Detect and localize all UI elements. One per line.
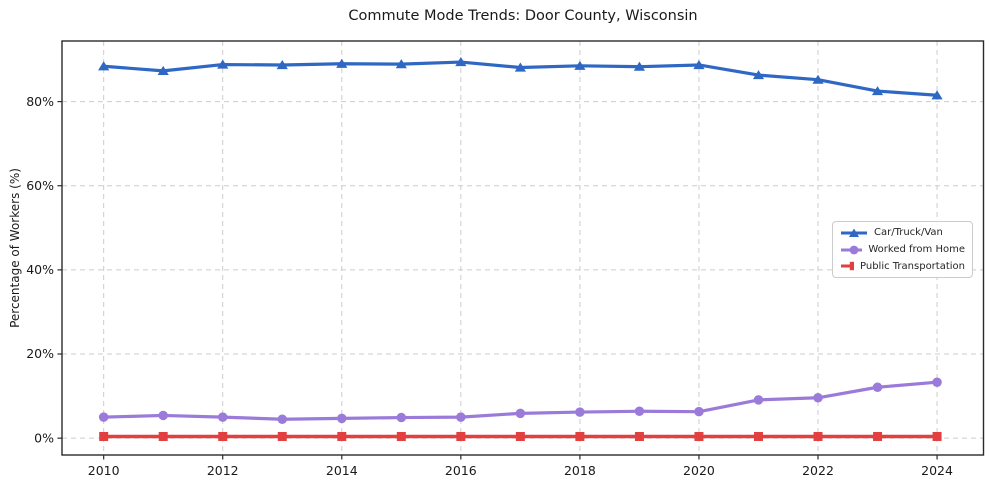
series-worked-from-home-point-marker (575, 407, 585, 417)
series-worked-from-home-point-marker (98, 412, 109, 422)
series-public-transportation-point-marker (99, 431, 109, 441)
series-car-truck-van-point-marker (693, 59, 705, 70)
series-worked-from-home-point-marker (277, 414, 288, 424)
legend-marker-triangle-icon (841, 228, 867, 237)
legend-item-car-truck-van: Car/Truck/Van (840, 226, 965, 240)
series-public-transportation-point-marker (456, 431, 466, 441)
legend-swatch-marker (849, 261, 855, 271)
x-tick-label: 2010 (88, 463, 120, 478)
series-car-truck-van-point-marker (217, 59, 229, 69)
series-public-transportation-point-marker (575, 431, 585, 441)
series-public-transportation-point-marker (396, 431, 406, 441)
x-tick-label: 2016 (445, 463, 477, 478)
legend-label: Car/Truck/Van (874, 227, 943, 239)
series-worked-from-home-point-marker (158, 410, 168, 421)
series-car-truck-van-point-marker (812, 74, 824, 84)
series-car-truck-van-point-marker (336, 58, 348, 68)
series-car-truck-van-point-marker (276, 59, 288, 70)
series-worked-from-home-point-marker (217, 412, 228, 422)
series-worked-from-home-point-marker (753, 395, 764, 405)
legend-swatch-marker (849, 228, 859, 237)
y-axis-label: Percentage of Workers (%) (8, 168, 22, 328)
x-tick-label: 2020 (683, 463, 715, 478)
legend-item-worked-from-home: Worked from Home (840, 243, 965, 257)
series-public-transportation-point-marker (634, 431, 644, 441)
series-worked-from-home-point-marker (515, 408, 526, 419)
legend-marker-square-icon (841, 261, 855, 271)
legend: Car/Truck/Van Worked from Home Public Tr… (832, 221, 973, 278)
series-public-transportation-point-marker (694, 431, 704, 441)
series-worked-from-home-point-marker (456, 412, 466, 422)
series-public-transportation-point-marker (337, 431, 347, 441)
series-public-transportation-point-marker (218, 431, 228, 441)
y-tick-label: 40% (26, 262, 54, 277)
legend-label: Worked from Home (868, 244, 965, 255)
x-tick-label: 2022 (802, 463, 834, 478)
series-public-transportation-point-marker (277, 431, 287, 441)
series-worked-from-home-point-marker (932, 377, 942, 387)
series-worked-from-home-point-marker (813, 393, 823, 403)
series-car-truck-van-point-marker (395, 59, 407, 69)
chart-title: Commute Mode Trends: Door County, Wiscon… (348, 8, 698, 24)
series-worked-from-home-point-marker (634, 406, 645, 416)
series-car-truck-van-point-marker (931, 90, 943, 100)
series-worked-from-home-point-marker (337, 413, 347, 424)
series-car-truck-van-point-marker (455, 57, 467, 67)
x-tick-label: 2024 (921, 463, 953, 478)
series-car-truck-van-point-marker (633, 61, 646, 71)
legend-label: Public Transportation (860, 260, 965, 272)
series-public-transportation-point-marker (873, 431, 883, 441)
series-car-truck-van-point-marker (514, 62, 526, 72)
series-public-transportation-point-marker (515, 431, 525, 441)
plot-frame (61, 40, 985, 456)
series-public-transportation-point-marker (158, 431, 168, 441)
series-public-transportation-point-marker (813, 431, 823, 441)
y-tick-label: 0% (34, 430, 54, 445)
legend-marker-circle-icon (841, 245, 863, 254)
legend-swatch-marker (849, 245, 859, 254)
series-car-truck-van-point-marker (98, 61, 110, 71)
y-tick-label: 80% (26, 94, 54, 109)
x-tick-label: 2014 (326, 463, 358, 478)
series-car-truck-van-point-marker (871, 86, 884, 96)
y-tick-label: 20% (26, 346, 54, 361)
x-tick-label: 2018 (564, 463, 596, 478)
series-car-truck-van-point-marker (574, 60, 586, 70)
y-tick-label: 60% (26, 178, 54, 193)
series-public-transportation-point-marker (932, 431, 942, 441)
x-tick-label: 2012 (207, 463, 239, 478)
series-worked-from-home-point-marker (694, 406, 704, 417)
series-car-truck-van-point-marker (157, 65, 169, 75)
series-worked-from-home-point-marker (872, 382, 883, 393)
series-worked-from-home-point-marker (396, 412, 407, 423)
legend-item-public-transportation: Public Transportation (840, 259, 965, 273)
series-public-transportation-point-marker (753, 431, 763, 441)
series-car-truck-van-point-marker (752, 70, 765, 80)
